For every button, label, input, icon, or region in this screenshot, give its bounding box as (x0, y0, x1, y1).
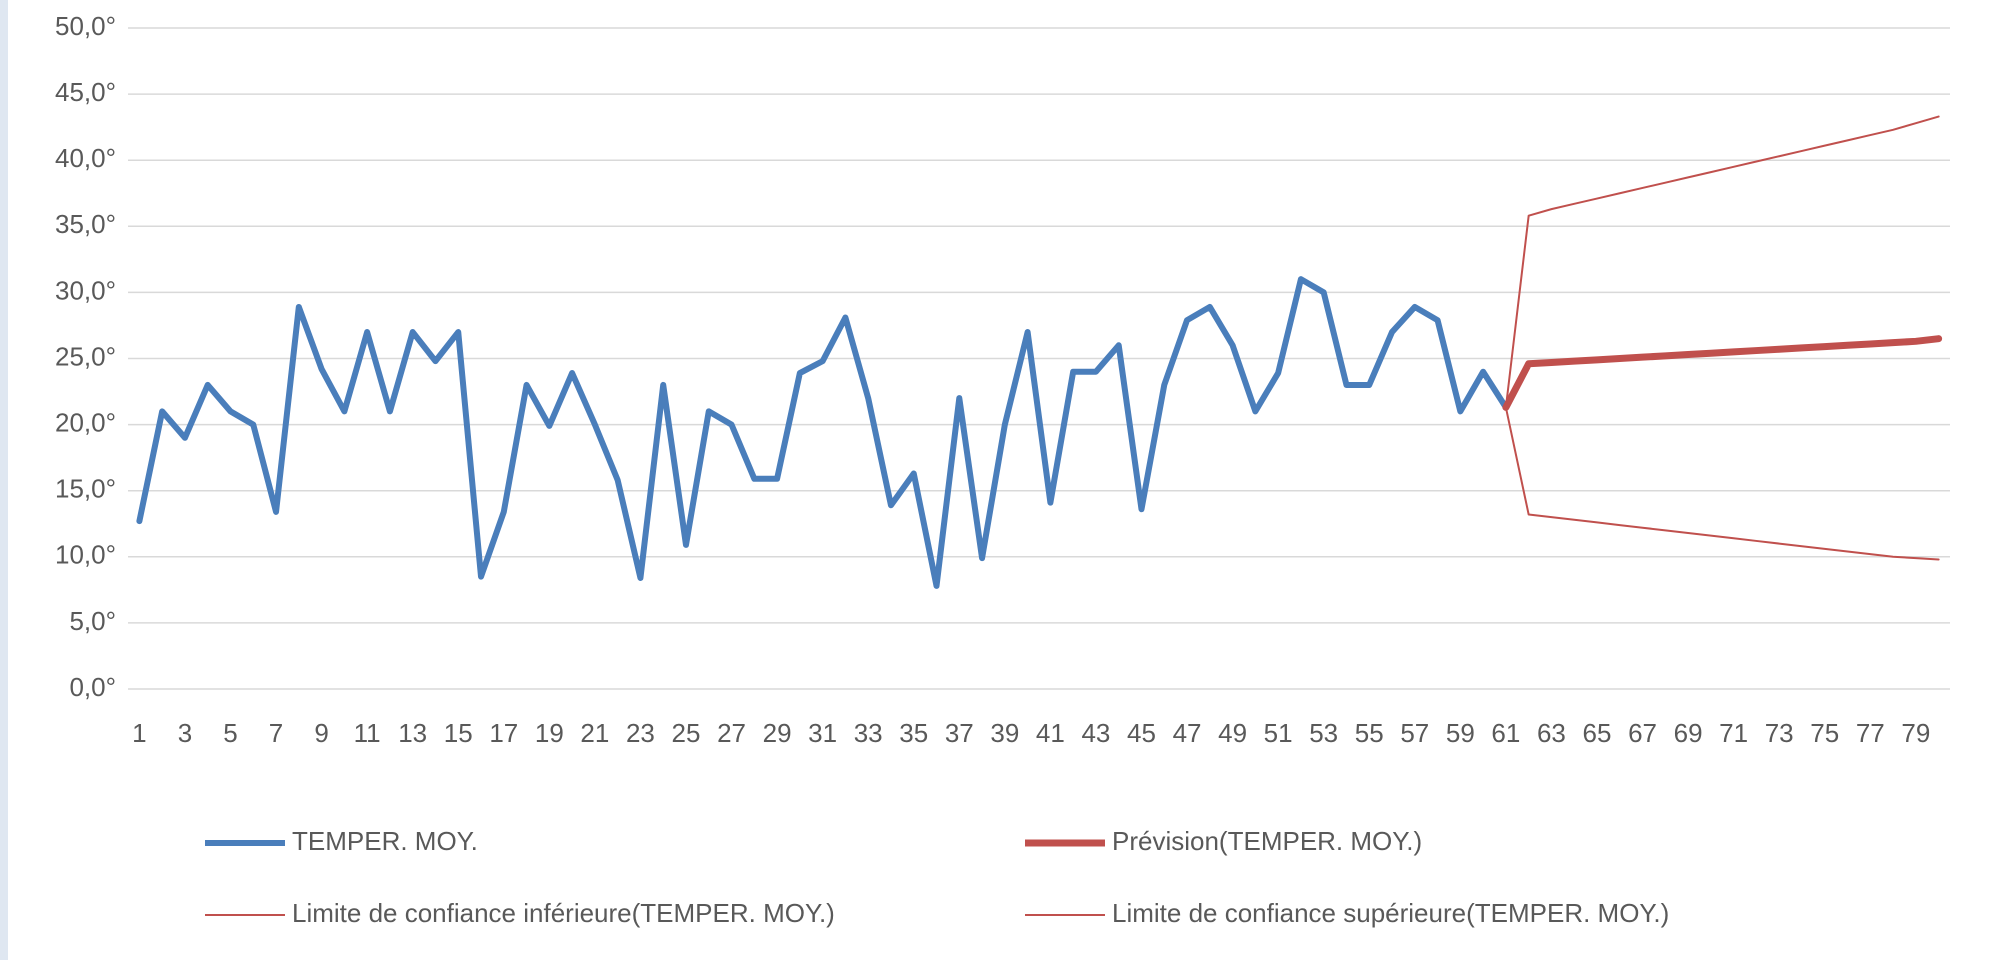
series-line (1504, 115, 1940, 409)
x-tick-label: 29 (763, 718, 792, 748)
x-tick-label: 17 (489, 718, 518, 748)
frame-edge (0, 0, 8, 960)
x-tick-label: 47 (1173, 718, 1202, 748)
x-tick-label: 7 (269, 718, 283, 748)
y-tick-label: 40,0° (55, 143, 116, 173)
y-tick-label: 45,0° (55, 77, 116, 107)
x-tick-label: 25 (672, 718, 701, 748)
x-tick-label: 55 (1355, 718, 1384, 748)
x-tick-label: 79 (1901, 718, 1930, 748)
x-tick-label: 53 (1309, 718, 1338, 748)
x-tick-label: 33 (854, 718, 883, 748)
y-tick-label: 10,0° (55, 540, 116, 570)
x-tick-label: 43 (1081, 718, 1110, 748)
x-tick-label: 65 (1583, 718, 1612, 748)
x-tick-label: 9 (314, 718, 328, 748)
legend-label: Limite de confiance inférieure(TEMPER. M… (292, 898, 835, 928)
x-tick-label: 41 (1036, 718, 1065, 748)
x-tick-label: 39 (990, 718, 1019, 748)
y-tick-label: 15,0° (55, 474, 116, 504)
legend-label: TEMPER. MOY. (292, 826, 478, 856)
x-tick-label: 45 (1127, 718, 1156, 748)
x-tick-label: 69 (1674, 718, 1703, 748)
x-tick-label: 27 (717, 718, 746, 748)
x-tick-label: 19 (535, 718, 564, 748)
y-tick-label: 5,0° (69, 606, 116, 636)
series-line (1504, 406, 1940, 561)
x-tick-label: 11 (354, 718, 381, 748)
x-tick-label: 31 (808, 718, 837, 748)
x-tick-label: 77 (1856, 718, 1885, 748)
x-tick-label: 15 (444, 718, 473, 748)
series-line (1502, 335, 1943, 411)
y-tick-label: 0,0° (69, 672, 116, 702)
x-tick-label: 23 (626, 718, 655, 748)
x-tick-label: 61 (1491, 718, 1520, 748)
x-tick-label: 63 (1537, 718, 1566, 748)
x-tick-label: 21 (580, 718, 609, 748)
x-tick-label: 71 (1719, 718, 1748, 748)
x-tick-label: 75 (1810, 718, 1839, 748)
y-tick-label: 30,0° (55, 275, 116, 305)
x-tick-label: 1 (132, 718, 146, 748)
x-tick-label: 59 (1446, 718, 1475, 748)
x-tick-label: 37 (945, 718, 974, 748)
x-tick-label: 35 (899, 718, 928, 748)
series-line (136, 276, 1509, 589)
y-tick-label: 35,0° (55, 209, 116, 239)
x-tick-label: 67 (1628, 718, 1657, 748)
x-tick-label: 51 (1264, 718, 1293, 748)
x-tick-label: 3 (178, 718, 192, 748)
x-tick-label: 49 (1218, 718, 1247, 748)
legend-label: Limite de confiance supérieure(TEMPER. M… (1112, 898, 1669, 928)
y-tick-label: 50,0° (55, 11, 116, 41)
y-tick-label: 20,0° (55, 407, 116, 437)
legend-label: Prévision(TEMPER. MOY.) (1112, 826, 1422, 856)
y-tick-label: 25,0° (55, 341, 116, 371)
x-tick-label: 13 (398, 718, 427, 748)
x-tick-label: 5 (223, 718, 237, 748)
x-tick-label: 57 (1400, 718, 1429, 748)
x-tick-label: 73 (1765, 718, 1794, 748)
